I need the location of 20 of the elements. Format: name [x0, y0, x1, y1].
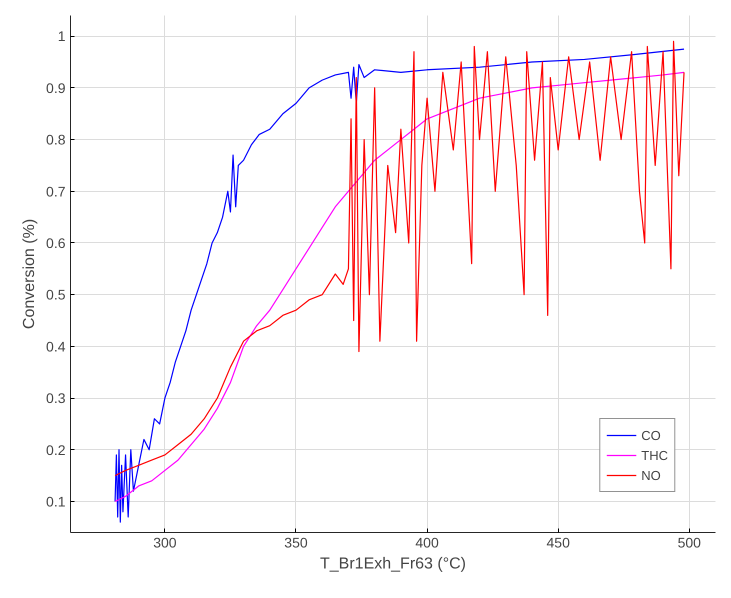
x-tick-label: 500	[678, 534, 702, 550]
x-tick-label: 400	[415, 534, 439, 550]
y-axis-title: Conversion (%)	[21, 218, 38, 330]
x-tick-label: 450	[546, 534, 570, 550]
y-tick-label: 0.5	[46, 286, 66, 303]
y-tick-label: 0.3	[46, 390, 66, 406]
y-tick-label: 1	[58, 28, 66, 44]
y-tick-label: 0.7	[46, 183, 66, 200]
legend-label: CO	[641, 428, 662, 442]
y-tick-label: 0.1	[46, 493, 66, 510]
x-axis-title: T_Br1Exh_Fr63 (°C)	[320, 556, 466, 572]
y-tick-label: 0.6	[46, 234, 66, 251]
y-tick-label: 0.8	[46, 132, 66, 148]
y-tick-label: 0.9	[46, 80, 66, 96]
x-tick-label: 350	[284, 534, 308, 550]
legend-label: NO	[641, 468, 662, 482]
x-tick-label: 300	[153, 534, 177, 550]
y-tick-label: 0.2	[46, 442, 66, 458]
y-tick-label: 0.4	[46, 338, 66, 354]
legend-label: THC	[641, 448, 668, 462]
